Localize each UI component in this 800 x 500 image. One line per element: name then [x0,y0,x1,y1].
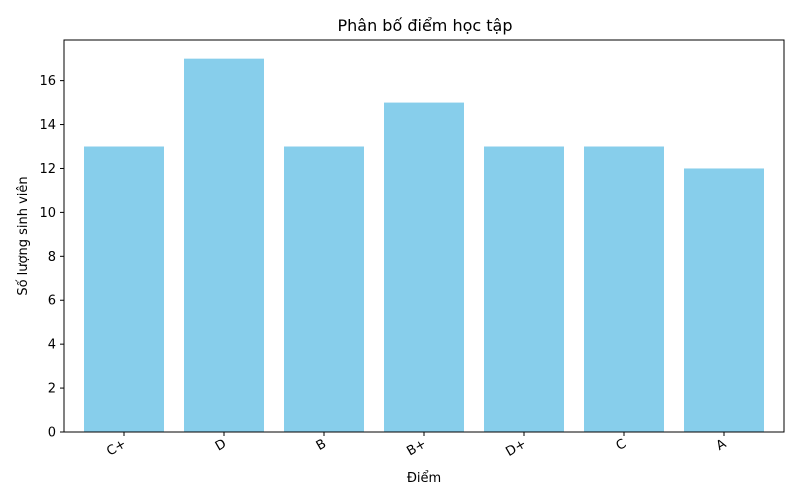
x-tick-label: C [614,436,629,454]
chart-title: Phân bố điểm học tập [337,16,512,35]
bars-group [84,58,764,433]
x-axis-ticks: C+ D B B+ D+ C A [104,432,729,460]
x-tick-label: B+ [404,436,429,459]
y-tick-label: 16 [39,74,56,89]
y-tick-label: 2 [48,382,56,397]
y-tick-label: 10 [39,206,56,221]
x-axis-label: Điểm [407,471,441,486]
bar-B [284,146,364,432]
x-tick-label: A [714,436,729,453]
y-tick-label: 8 [48,250,56,265]
x-tick-label: D+ [503,436,529,459]
bar-C+ [84,146,164,432]
y-axis-ticks: 0 2 4 6 8 10 12 14 16 [39,74,64,441]
y-tick-label: 6 [48,294,56,309]
bar-B+ [384,102,464,433]
bar-D+ [484,146,564,432]
x-tick-label: B [314,436,329,453]
bar-D [184,58,264,433]
x-tick-label: C+ [104,436,129,459]
bar-A [684,168,764,432]
y-tick-label: 4 [48,338,56,353]
y-tick-label: 0 [48,426,56,441]
bar-C [584,146,664,432]
x-tick-label: D [213,436,229,454]
y-axis-label: Số lượng sinh viên [16,176,31,295]
y-tick-label: 14 [39,118,56,133]
plot-frame [63,39,785,433]
y-tick-label: 12 [39,162,56,177]
